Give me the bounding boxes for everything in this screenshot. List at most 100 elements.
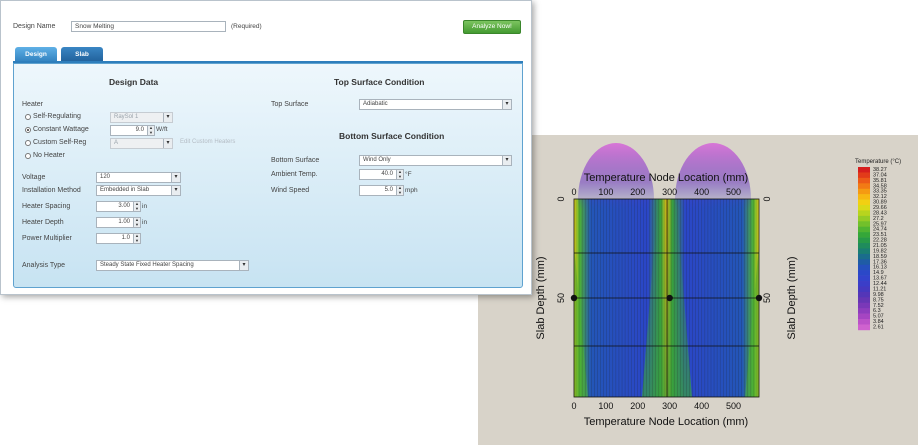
heater-spacing-unit: in (142, 203, 148, 210)
custom-self-reg-select[interactable]: A ▾ (110, 138, 173, 149)
legend-value: 34.58 (873, 183, 887, 189)
installation-method-label: Installation Method (22, 187, 81, 194)
edit-custom-heaters-link[interactable]: Edit Custom Heaters (180, 139, 236, 145)
spinner-icon[interactable]: ▲ ▼ (396, 170, 403, 179)
no-heater-radio[interactable] (25, 153, 31, 159)
spinner-icon[interactable]: ▲ ▼ (133, 218, 140, 227)
heater-markers (570, 294, 763, 302)
x-tick-top-label: 500 (726, 187, 741, 197)
x-tick-bottom-label: 200 (630, 401, 645, 411)
legend-swatch (858, 270, 870, 276)
x-tick-bottom-label: 500 (726, 401, 741, 411)
chevron-down-icon: ▾ (239, 261, 248, 270)
y-tick-right-label: 50 (762, 293, 772, 303)
heater-label: Heater (22, 101, 44, 108)
legend-swatch (858, 188, 870, 195)
legend-value: 29.66 (873, 205, 887, 211)
heater-marker (755, 294, 763, 302)
chevron-down-icon: ▾ (171, 186, 180, 195)
legend-swatch (858, 286, 870, 293)
required-hint: (Required) (231, 23, 262, 30)
spinner-icon[interactable]: ▲ ▼ (133, 234, 140, 243)
legend-value: 16.13 (873, 265, 887, 271)
legend-swatch (858, 172, 870, 179)
self-regulating-radio[interactable] (25, 114, 31, 120)
heater-marker (570, 294, 578, 302)
ambient-temp-label: Ambient Temp. (271, 171, 318, 178)
chevron-down-icon: ▾ (502, 100, 511, 109)
legend-swatch (858, 232, 870, 238)
design-name-input[interactable]: Snow Melting (71, 21, 226, 32)
custom-self-reg-radio[interactable] (25, 140, 31, 146)
top-surface-select[interactable]: Adiabatic ▾ (359, 99, 512, 110)
bottom-surface-select[interactable]: Wind Only ▾ (359, 155, 512, 166)
x-tick-top-label: 200 (630, 187, 645, 197)
constant-wattage-label: Constant Wattage (33, 126, 89, 133)
legend-value: 8.75 (873, 297, 884, 303)
chevron-down-icon: ▾ (163, 113, 172, 122)
design-window: Design Name Snow Melting (Required) Anal… (0, 0, 532, 295)
wind-speed-label: Wind Speed (271, 187, 310, 194)
top-surface-title: Top Surface Condition (334, 77, 425, 87)
legend-swatch (858, 205, 870, 211)
voltage-label: Voltage (22, 174, 46, 181)
legend-swatch (858, 248, 870, 255)
legend-value: 13.67 (873, 276, 887, 282)
wind-speed-input[interactable]: 5.0 ▲ ▼ (359, 185, 404, 196)
heater-depth-unit: in (142, 219, 148, 226)
legend-value: 30.89 (873, 200, 887, 206)
legend-value: 19.82 (873, 248, 887, 254)
legend-swatch (858, 291, 870, 298)
x-tick-top-label: 400 (694, 187, 709, 197)
contour-plot-panel: Temperature Node Location (mm) Temperatu… (478, 135, 918, 445)
analyze-now-button[interactable]: Analyze Now! (463, 20, 521, 34)
legend-value: 12.44 (873, 281, 887, 287)
legend-value: 18.59 (873, 254, 887, 260)
legend-swatch (858, 177, 870, 184)
top-surface-label: Top Surface (271, 101, 309, 108)
voltage-select[interactable]: 120 ▾ (96, 172, 181, 183)
spinner-icon[interactable]: ▲ ▼ (133, 202, 140, 211)
bottom-surface-title: Bottom Surface Condition (339, 131, 445, 141)
legend-value: 27.2 (873, 216, 884, 222)
constant-wattage-input[interactable]: 9.0 ▲ ▼ (110, 125, 155, 136)
legend-swatch (858, 308, 870, 314)
legend-swatch (858, 221, 870, 228)
legend-swatch (858, 319, 870, 325)
legend-swatch (858, 259, 870, 266)
legend-title: Temperature (°C) (855, 159, 901, 165)
legend-value: 21.05 (873, 243, 887, 249)
power-multiplier-input[interactable]: 1.0 ▲ ▼ (96, 233, 141, 244)
heater-depth-input[interactable]: 1.00 ▲ ▼ (96, 217, 141, 228)
legend-value: 7.52 (873, 303, 884, 309)
legend-swatch (858, 281, 870, 287)
legend-value: 3.84 (873, 319, 884, 325)
contour-plot: Temperature Node Location (mm) Temperatu… (535, 143, 901, 428)
installation-method-select[interactable]: Embedded in Slab ▾ (96, 185, 181, 196)
y-ticks: 0 0 50 50 (556, 196, 772, 303)
spinner-icon[interactable]: ▲ ▼ (396, 186, 403, 195)
constant-wattage-radio[interactable] (25, 127, 31, 133)
tab-slab[interactable]: Slab (61, 47, 103, 63)
spinner-icon[interactable]: ▲ ▼ (147, 126, 154, 135)
custom-self-reg-label: Custom Self-Reg (33, 139, 87, 146)
tab-design[interactable]: Design (15, 47, 57, 63)
power-multiplier-label: Power Multiplier (22, 235, 72, 242)
ambient-temp-input[interactable]: 40.0 ▲ ▼ (359, 169, 404, 180)
analysis-type-select[interactable]: Steady State Fixed Heater Spacing ▾ (96, 260, 249, 271)
y-tick-left-label: 50 (556, 293, 566, 303)
legend-value: 24.74 (873, 227, 887, 233)
design-tab-panel: Design Data Heater Self-Regulating RaySo… (13, 63, 523, 288)
bottom-surface-label: Bottom Surface (271, 157, 320, 164)
heater-spacing-input[interactable]: 3.00 ▲ ▼ (96, 201, 141, 212)
legend-value: 28.43 (873, 210, 887, 216)
legend-value: 33.35 (873, 189, 887, 195)
analysis-type-label: Analysis Type (22, 262, 66, 269)
heater-marker (666, 294, 673, 302)
self-regulating-select[interactable]: RaySol 1 ▾ (110, 112, 173, 123)
no-heater-label: No Heater (33, 152, 65, 159)
legend-swatch (858, 215, 870, 222)
heater-depth-label: Heater Depth (22, 219, 64, 226)
legend-swatch (858, 324, 870, 331)
wattage-unit: W/ft (156, 126, 168, 133)
